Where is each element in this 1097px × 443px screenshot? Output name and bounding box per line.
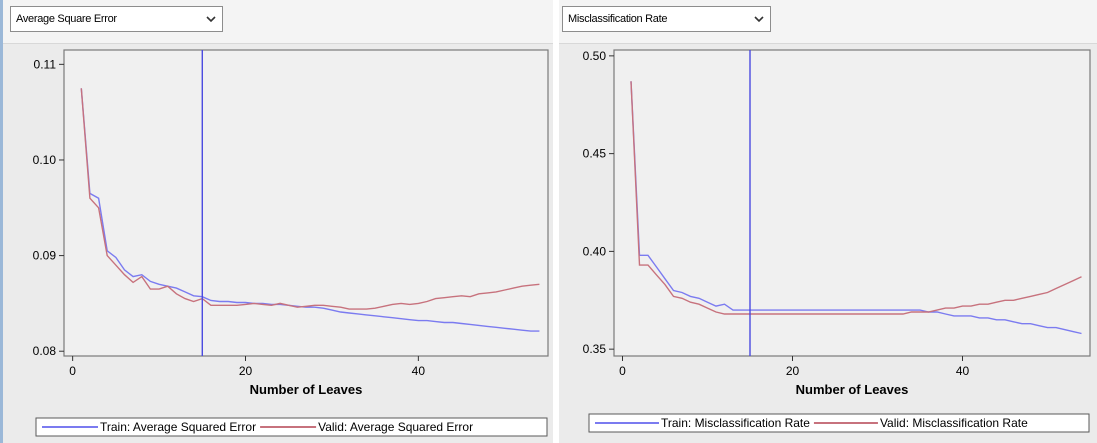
legend: Train: Average Squared Error Valid: Avera…	[35, 417, 548, 437]
valid-series-line	[630, 81, 1082, 315]
train-series-line	[80, 88, 540, 332]
plot-area	[63, 49, 549, 357]
train-series-line	[630, 81, 1082, 335]
x-tick-label: 20	[786, 364, 800, 378]
y-tick-label: 0.40	[583, 244, 607, 258]
legend: Train: Misclassification Rate Valid: Misc…	[588, 413, 1090, 433]
average-squared-error-chart: 0.08 0.09 0.10 0.11 0 20 40 Number of Leaves Tra…	[33, 49, 549, 437]
x-axis-title: Number of Leaves	[250, 382, 363, 397]
x-tick-label: 40	[956, 364, 970, 378]
chevron-down-icon	[754, 16, 764, 23]
legend-valid-label: Valid: Misclassification Rate	[880, 416, 1028, 430]
right-statistic-dropdown[interactable]: Misclassification Rate	[562, 6, 771, 32]
x-axis-title: Number of Leaves	[796, 382, 909, 397]
y-tick-label: 0.45	[583, 147, 607, 161]
y-tick-label: 0.08	[33, 344, 57, 358]
x-tick-label: 40	[412, 364, 426, 378]
y-tick-label: 0.11	[34, 57, 57, 71]
left-toolbar: Average Square Error	[3, 0, 553, 44]
y-tick-label: 0.09	[33, 249, 57, 263]
y-tick-label: 0.50	[583, 49, 607, 63]
legend-train-label: Train: Misclassification Rate	[661, 416, 810, 430]
chevron-down-icon	[206, 16, 216, 23]
x-tick-label: 20	[239, 364, 253, 378]
right-chart-panel: Misclassification Rate 0.35 0.40 0.45 0.50 0…	[559, 0, 1097, 443]
x-tick-label: 0	[69, 364, 76, 378]
valid-series-line	[80, 88, 540, 310]
x-tick-label: 0	[619, 364, 626, 378]
legend-train-label: Train: Average Squared Error	[100, 420, 256, 434]
right-toolbar: Misclassification Rate	[559, 0, 1097, 44]
legend-valid-label: Valid: Average Squared Error	[318, 420, 473, 434]
left-chart-panel: Average Square Error 0.08 0.09 0.10 0.11 0 20…	[0, 0, 553, 443]
plot-area	[613, 49, 1091, 357]
left-dropdown-label: Average Square Error	[16, 13, 117, 25]
misclassification-rate-chart: 0.35 0.40 0.45 0.50 0 20 40 Number of Leaves Tra…	[583, 49, 1091, 433]
left-statistic-dropdown[interactable]: Average Square Error	[10, 6, 223, 32]
right-dropdown-label: Misclassification Rate	[568, 13, 668, 25]
y-tick-label: 0.35	[583, 342, 607, 356]
y-tick-label: 0.10	[33, 153, 57, 167]
